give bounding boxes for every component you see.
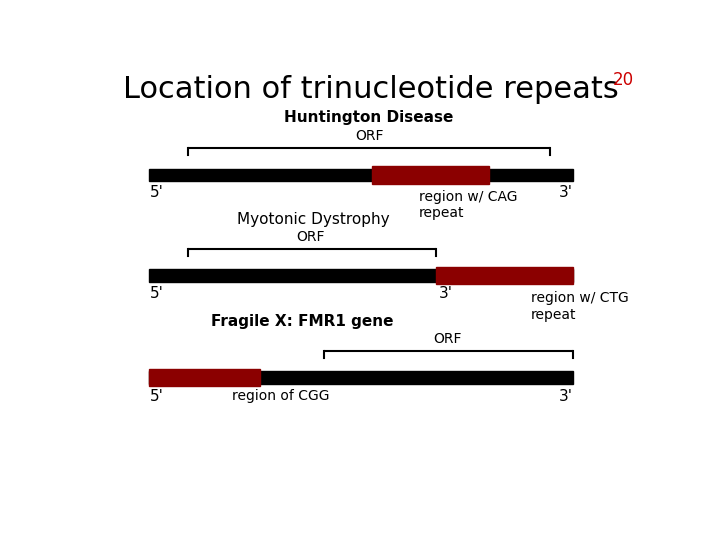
Bar [372,166,489,184]
Bar [436,267,572,285]
Text: 5': 5' [150,286,164,301]
Text: Fragile X: FMR1 gene: Fragile X: FMR1 gene [211,314,393,329]
Text: 20: 20 [613,71,634,89]
Bar [148,169,572,181]
Text: Myotonic Dystrophy: Myotonic Dystrophy [237,212,390,227]
Text: ORF: ORF [433,332,462,346]
Text: 3': 3' [559,389,572,404]
Text: ORF: ORF [355,129,383,143]
Text: Location of trinucleotide repeats: Location of trinucleotide repeats [124,75,619,104]
Text: 3': 3' [438,286,453,301]
Text: region of CGG: region of CGG [233,389,330,403]
Bar [148,369,260,386]
Text: 3': 3' [559,185,572,200]
Bar [148,269,572,282]
Bar [148,371,572,384]
Text: Huntington Disease: Huntington Disease [284,110,454,125]
Text: region w/ CAG
repeat: region w/ CAG repeat [419,190,518,220]
Text: region w/ CTG
repeat: region w/ CTG repeat [531,292,629,322]
Text: ORF: ORF [296,230,325,244]
Text: 5': 5' [150,185,164,200]
Text: 5': 5' [150,389,164,404]
